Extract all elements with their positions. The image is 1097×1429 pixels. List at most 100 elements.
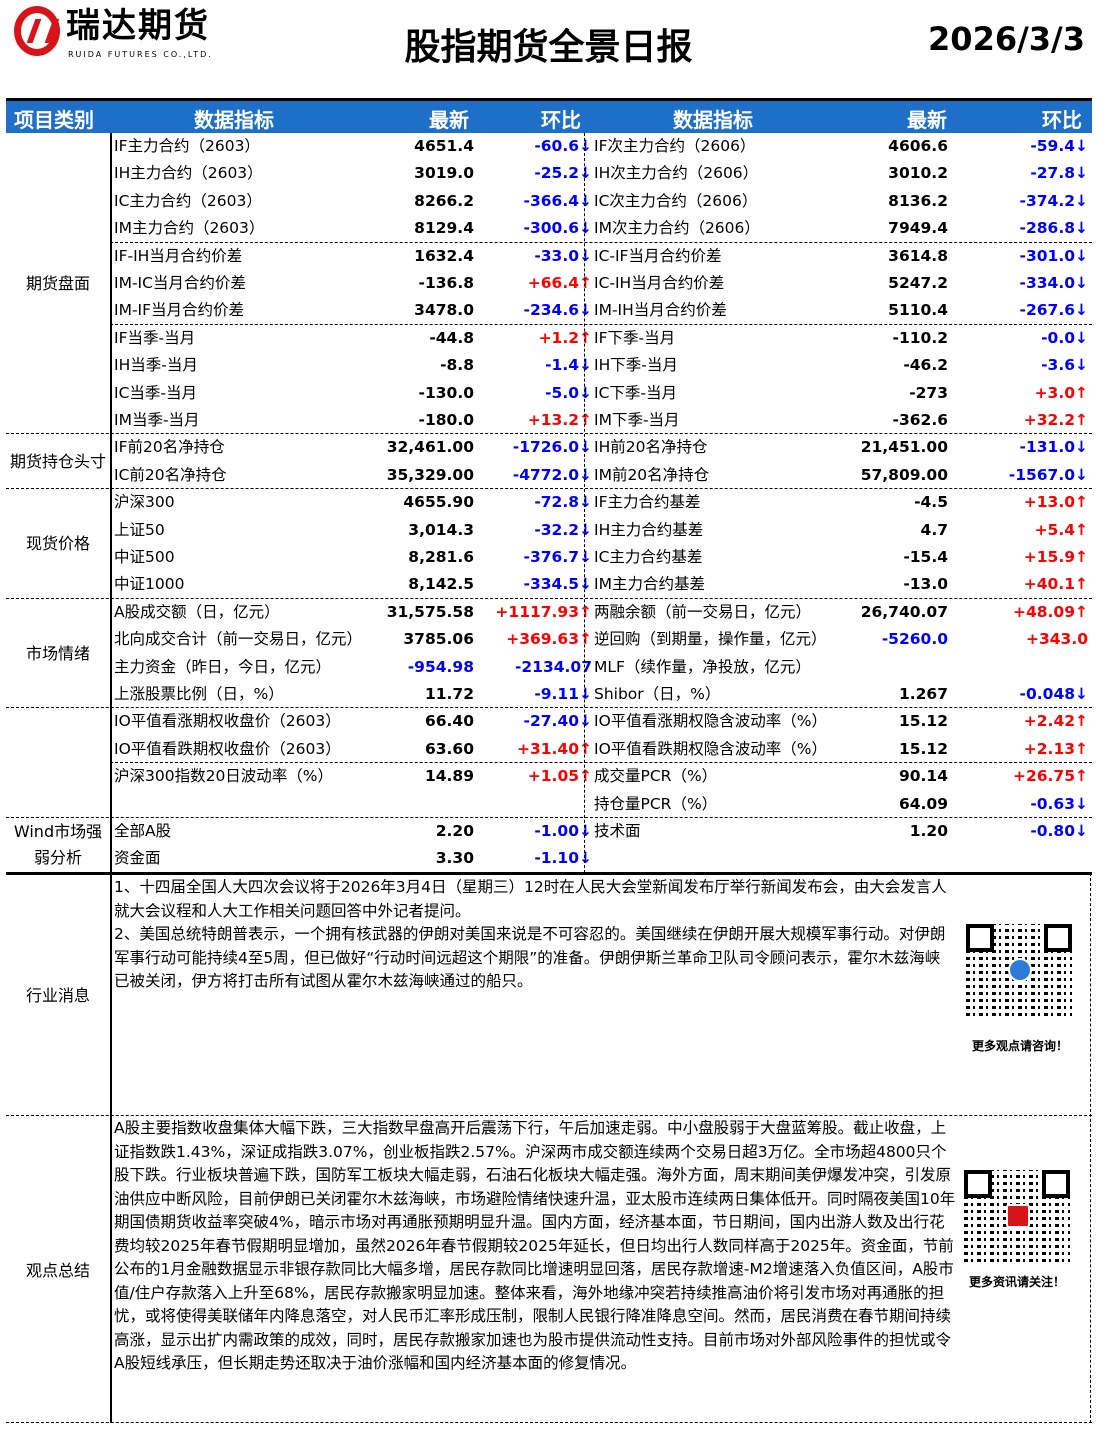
latest-value-2: 15.12 — [898, 712, 948, 731]
latest-value: -44.8 — [429, 328, 474, 347]
divider — [6, 488, 1092, 490]
category-label: 市场情绪 — [25, 643, 90, 663]
change-value-2: -286.8↓ — [1019, 219, 1088, 238]
change-value: +1117.93↑ — [495, 602, 592, 621]
latest-value: -180.0 — [418, 411, 474, 429]
latest-value-2: 3010.2 — [888, 164, 948, 183]
indicator-name: IC前20名净持仓 — [114, 465, 227, 484]
indicator-name: 上涨股票比例（日，%） — [114, 685, 284, 703]
news-item: 2、美国总统特朗普表示，一个拥有核武器的伊朗对美国来说是不可容忍的。美国继续在伊… — [114, 925, 946, 990]
indicator-name-2: MLF（续作量，净投放，亿元） — [594, 657, 811, 676]
latest-value: 8129.4 — [414, 219, 474, 238]
table-row: 北向成交合计（前一交易日，亿元） 3785.06 +369.63↑ 逆回购（到期量，操… — [6, 626, 1092, 653]
indicator-name: 北向成交合计（前一交易日，亿元） — [114, 630, 363, 649]
qr-code-consult — [966, 924, 1072, 1016]
indicator-name: IO平值看涨期权收盘价（2603） — [114, 712, 341, 731]
brand-logo-icon — [1006, 1204, 1030, 1228]
logo-cn: 瑞达期货 — [66, 6, 210, 46]
indicator-name-2: 技术面 — [594, 822, 641, 840]
indicator-name-2: IF主力合约基差 — [594, 493, 701, 512]
change-value-2: -374.2↓ — [1019, 191, 1088, 210]
table-row: IO平值看涨期权收盘价（2603） 66.40 -27.40↓ IO平值看涨期权隐含波… — [6, 708, 1092, 735]
table-row: IM-IC当月合约价差 -136.8 +66.4↑ IC-IH当月合约价差 5247.2… — [6, 270, 1092, 297]
change-value: +66.4↑ — [527, 274, 592, 292]
indicator-name: IO平值看跌期权收盘价（2603） — [114, 739, 341, 758]
col-latest: 最新 — [429, 108, 469, 132]
change-value: -27.40↓ — [523, 712, 592, 731]
indicator-name-2: 两融余额（前一交易日，亿元） — [594, 602, 812, 621]
change-value-2: -0.048↓ — [1019, 685, 1088, 703]
latest-value: 2.20 — [435, 822, 474, 840]
table-row: IC当季-当月 -130.0 -5.0↓ IC下季-当月 -273 +3.0↑ — [6, 380, 1092, 407]
indicator-name: IF-IH当月合约价差 — [114, 246, 243, 265]
category-divider — [110, 133, 112, 1423]
latest-value: 8,281.6 — [408, 548, 474, 566]
change-value-2: +5.4↑ — [1034, 520, 1088, 539]
indicator-name: A股成交额（日，亿元） — [114, 602, 280, 621]
indicator-name-2: 成交量PCR（%） — [594, 767, 718, 786]
change-value: -9.11↓ — [534, 685, 592, 703]
industry-news: 1、十四届全国人大四次会议将于2026年3月4日（星期三）12时在人民大会堂新闻… — [114, 876, 954, 994]
latest-value-2: -362.6 — [892, 411, 948, 429]
latest-value-2: -15.4 — [903, 548, 948, 566]
latest-value: 31,575.58 — [386, 602, 474, 621]
table-row: IF当季-当月 -44.8 +1.2↑ IF下季-当月 -110.2 -0.0↓ — [6, 325, 1092, 352]
table-row: IH主力合约（2603） 3019.0 -25.2↓ IH次主力合约（2606） 301… — [6, 160, 1092, 187]
change-value-2: -3.6↓ — [1041, 356, 1088, 375]
latest-value-2: 15.12 — [898, 739, 948, 758]
divider — [110, 241, 1092, 243]
table-row: 中证500 8,281.6 -376.7↓ IC主力合约基差 -15.4 +15.9↑ — [6, 544, 1092, 571]
indicator-name-2: IC下季-当月 — [594, 383, 677, 402]
category-label: 期货盘面 — [25, 273, 90, 293]
change-value-2: +2.13↑ — [1023, 739, 1088, 758]
latest-value: 35,329.00 — [386, 465, 474, 484]
qr-caption-2: 更多资讯请关注！ — [969, 1275, 1066, 1289]
company-logo: 瑞达期货 RUIDA FUTURES CO.,LTD. — [14, 6, 214, 62]
table-header: 项目类别 数据指标 最新 环比 数据指标 最新 环比 — [6, 101, 1092, 133]
change-value-2: +26.75↑ — [1012, 767, 1088, 786]
change-value: -4772.0↓ — [512, 465, 592, 484]
change-value-2: -0.0↓ — [1041, 328, 1088, 347]
indicator-name-2: IH前20名净持仓 — [594, 438, 708, 457]
divider — [6, 98, 1092, 101]
latest-value-2: 8136.2 — [888, 191, 948, 210]
table-row: A股成交额（日，亿元） 31,575.58 +1117.93↑ 两融余额（前一交易日，… — [6, 599, 1092, 626]
indicator-name: IH主力合约（2603） — [114, 164, 263, 183]
latest-value-2: 26,740.07 — [860, 602, 948, 621]
ads-logo-icon — [1008, 958, 1032, 982]
indicator-name: 主力资金（昨日，今日，亿元） — [114, 657, 332, 676]
indicator-name: IC主力合约（2603） — [114, 191, 262, 210]
indicator-name-2: IC-IF当月合约价差 — [594, 246, 722, 265]
divider — [6, 1115, 1092, 1116]
latest-value: 66.40 — [424, 712, 474, 731]
divider — [110, 762, 1092, 764]
indicator-name-2: IC-IH当月合约价差 — [594, 274, 725, 292]
indicator-name: IM-IC当月合约价差 — [114, 274, 246, 292]
indicator-name-2: IF下季-当月 — [594, 328, 676, 347]
latest-value-2: 57,809.00 — [860, 465, 948, 484]
indicator-name-2: IM前20名净持仓 — [594, 465, 710, 484]
change-value: -366.4↓ — [523, 191, 592, 210]
latest-value-2: -46.2 — [903, 356, 948, 375]
change-value: -32.2↓ — [534, 520, 592, 539]
news-item: 1、十四届全国人大四次会议将于2026年3月4日（星期三）12时在人民大会堂新闻… — [114, 878, 947, 920]
section-divider — [6, 872, 1092, 875]
report-date: 2026/3/3 — [928, 20, 1085, 58]
latest-value: 3478.0 — [414, 301, 474, 320]
indicator-name: 沪深300 — [114, 493, 175, 512]
latest-value: 3.30 — [435, 849, 474, 868]
table-row: IH当季-当月 -8.8 -1.4↓ IH下季-当月 -46.2 -3.6↓ — [6, 352, 1092, 379]
change-value: -1726.0↓ — [512, 438, 592, 457]
latest-value-2: -13.0 — [903, 575, 948, 594]
change-value: +31.40↑ — [516, 739, 592, 758]
table-row: IC主力合约（2603） 8266.2 -366.4↓ IC次主力合约（2606） 81… — [6, 188, 1092, 215]
latest-value: 3785.06 — [403, 630, 474, 649]
latest-value-2: 7949.4 — [888, 219, 948, 238]
category-label: Wind市场强弱分析 — [13, 822, 103, 868]
latest-value: 14.89 — [424, 767, 474, 786]
change-value-2: -301.0↓ — [1019, 246, 1088, 265]
latest-value: 63.60 — [424, 739, 474, 758]
change-value-2: -131.0↓ — [1019, 438, 1088, 457]
table-row: 上证50 3,014.3 -32.2↓ IH主力合约基差 4.7 +5.4↑ — [6, 517, 1092, 544]
latest-value: -130.0 — [418, 383, 474, 402]
